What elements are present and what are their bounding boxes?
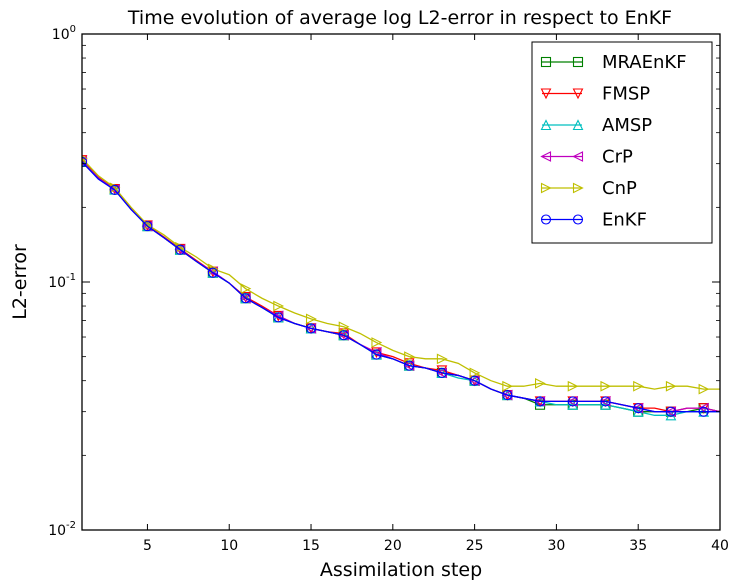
data-point-cnp bbox=[207, 263, 219, 275]
legend-marker-amsp bbox=[572, 119, 584, 131]
x-tick-label: 10 bbox=[220, 538, 238, 554]
x-tick-label: 25 bbox=[466, 538, 484, 554]
legend-entry-enkf: EnKF bbox=[540, 210, 647, 231]
legend-marker-mraenkf bbox=[540, 56, 552, 68]
data-point-enkf bbox=[469, 375, 480, 386]
x-tick-label: 20 bbox=[384, 538, 402, 554]
series-line-enkf bbox=[82, 161, 720, 413]
data-point-cnp bbox=[436, 353, 448, 365]
data-point-enkf bbox=[371, 349, 382, 360]
legend-marker-fmsp bbox=[540, 88, 552, 100]
data-point-enkf bbox=[207, 267, 218, 278]
data-point-cnp bbox=[305, 313, 317, 325]
y-tick-label: 100 bbox=[52, 24, 76, 43]
data-point-enkf bbox=[567, 396, 578, 407]
data-point-enkf bbox=[502, 390, 513, 401]
legend-entry-amsp: AMSP bbox=[540, 115, 652, 136]
data-point-cnp bbox=[273, 300, 285, 312]
legend-label-cnp: CnP bbox=[602, 178, 637, 199]
series-enkf bbox=[82, 156, 720, 417]
series-layer bbox=[82, 155, 720, 421]
legend-label-amsp: AMSP bbox=[602, 115, 652, 136]
data-point-enkf bbox=[535, 396, 546, 407]
legend-label-enkf: EnKF bbox=[602, 210, 647, 231]
legend-marker-fmsp bbox=[572, 88, 584, 100]
legend: MRAEnKF FMSP AMSP CrP CnP EnKF bbox=[531, 41, 713, 244]
data-point-cnp bbox=[567, 380, 579, 392]
data-point-enkf bbox=[305, 323, 317, 334]
data-point-enkf bbox=[436, 367, 447, 378]
data-point-enkf bbox=[273, 312, 284, 323]
data-point-enkf bbox=[82, 156, 88, 167]
data-point-cnp bbox=[371, 337, 383, 348]
legend-marker-crp bbox=[540, 151, 552, 162]
data-point-enkf bbox=[633, 403, 644, 414]
legend-label-mraenkf: MRAEnKF bbox=[602, 52, 687, 73]
data-point-cnp bbox=[502, 380, 514, 392]
data-point-enkf bbox=[142, 221, 153, 232]
legend-marker-mraenkf bbox=[572, 56, 584, 68]
legend-label-crp: CrP bbox=[602, 147, 633, 168]
legend-marker-enkf bbox=[572, 214, 584, 225]
x-tick-label: 30 bbox=[547, 538, 565, 554]
x-tick-label: 40 bbox=[711, 538, 729, 554]
legend-marker-enkf bbox=[540, 214, 552, 225]
data-point-cnp bbox=[404, 351, 415, 363]
data-point-enkf bbox=[338, 330, 349, 341]
data-point-enkf bbox=[665, 406, 676, 417]
x-tick-label: 5 bbox=[143, 538, 152, 554]
data-point-enkf bbox=[404, 360, 415, 371]
data-point-cnp bbox=[469, 367, 481, 379]
legend-entry-fmsp: FMSP bbox=[540, 84, 650, 105]
legend-entry-mraenkf: MRAEnKF bbox=[540, 52, 687, 73]
x-tick-label: 15 bbox=[302, 538, 320, 554]
legend-box bbox=[531, 41, 713, 244]
data-point-cnp bbox=[600, 380, 612, 392]
series-line-cnp bbox=[82, 157, 720, 390]
data-point-crp bbox=[697, 402, 709, 414]
data-point-fmsp bbox=[436, 365, 448, 377]
data-point-enkf bbox=[175, 244, 186, 255]
data-point-enkf bbox=[109, 184, 120, 196]
data-point-enkf bbox=[698, 406, 709, 417]
y-tick-label: 10-2 bbox=[48, 520, 76, 539]
legend-marker-cnp bbox=[540, 182, 552, 194]
data-point-enkf bbox=[240, 293, 251, 304]
data-point-cnp bbox=[698, 383, 710, 395]
legend-marker-crp bbox=[572, 151, 584, 162]
x-tick-label: 35 bbox=[629, 538, 647, 554]
legend-entry-cnp: CnP bbox=[540, 178, 637, 199]
data-point-enkf bbox=[600, 396, 611, 407]
y-axis-label: L2-error bbox=[9, 244, 31, 320]
ticks-layer: 5 10 15 20 25 30 35 40 10-2 10-1 100 bbox=[48, 24, 729, 554]
data-point-cnp bbox=[633, 380, 644, 392]
x-axis-label: Assimilation step bbox=[320, 559, 482, 581]
y-tick-label: 10-1 bbox=[48, 272, 76, 291]
data-point-cnp bbox=[240, 283, 252, 295]
chart-title: Time evolution of average log L2-error i… bbox=[127, 7, 672, 29]
data-point-cnp bbox=[338, 321, 350, 333]
data-point-cnp bbox=[535, 378, 546, 389]
legend-marker-amsp bbox=[540, 119, 552, 131]
legend-entry-crp: CrP bbox=[540, 147, 633, 168]
legend-marker-cnp bbox=[572, 182, 584, 194]
legend-label-fmsp: FMSP bbox=[602, 84, 650, 105]
data-point-cnp bbox=[665, 380, 677, 392]
